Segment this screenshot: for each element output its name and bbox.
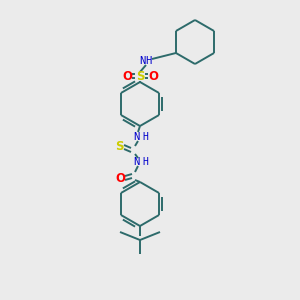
Text: S: S (136, 70, 144, 83)
Text: H: H (142, 157, 148, 167)
Text: H: H (142, 132, 148, 142)
Text: S: S (115, 140, 123, 154)
Text: O: O (122, 70, 132, 83)
Text: N: N (133, 157, 139, 167)
Text: O: O (148, 70, 158, 83)
Text: O: O (115, 172, 125, 184)
Text: H: H (145, 56, 151, 66)
Text: N: N (139, 56, 145, 66)
Text: N: N (133, 132, 139, 142)
